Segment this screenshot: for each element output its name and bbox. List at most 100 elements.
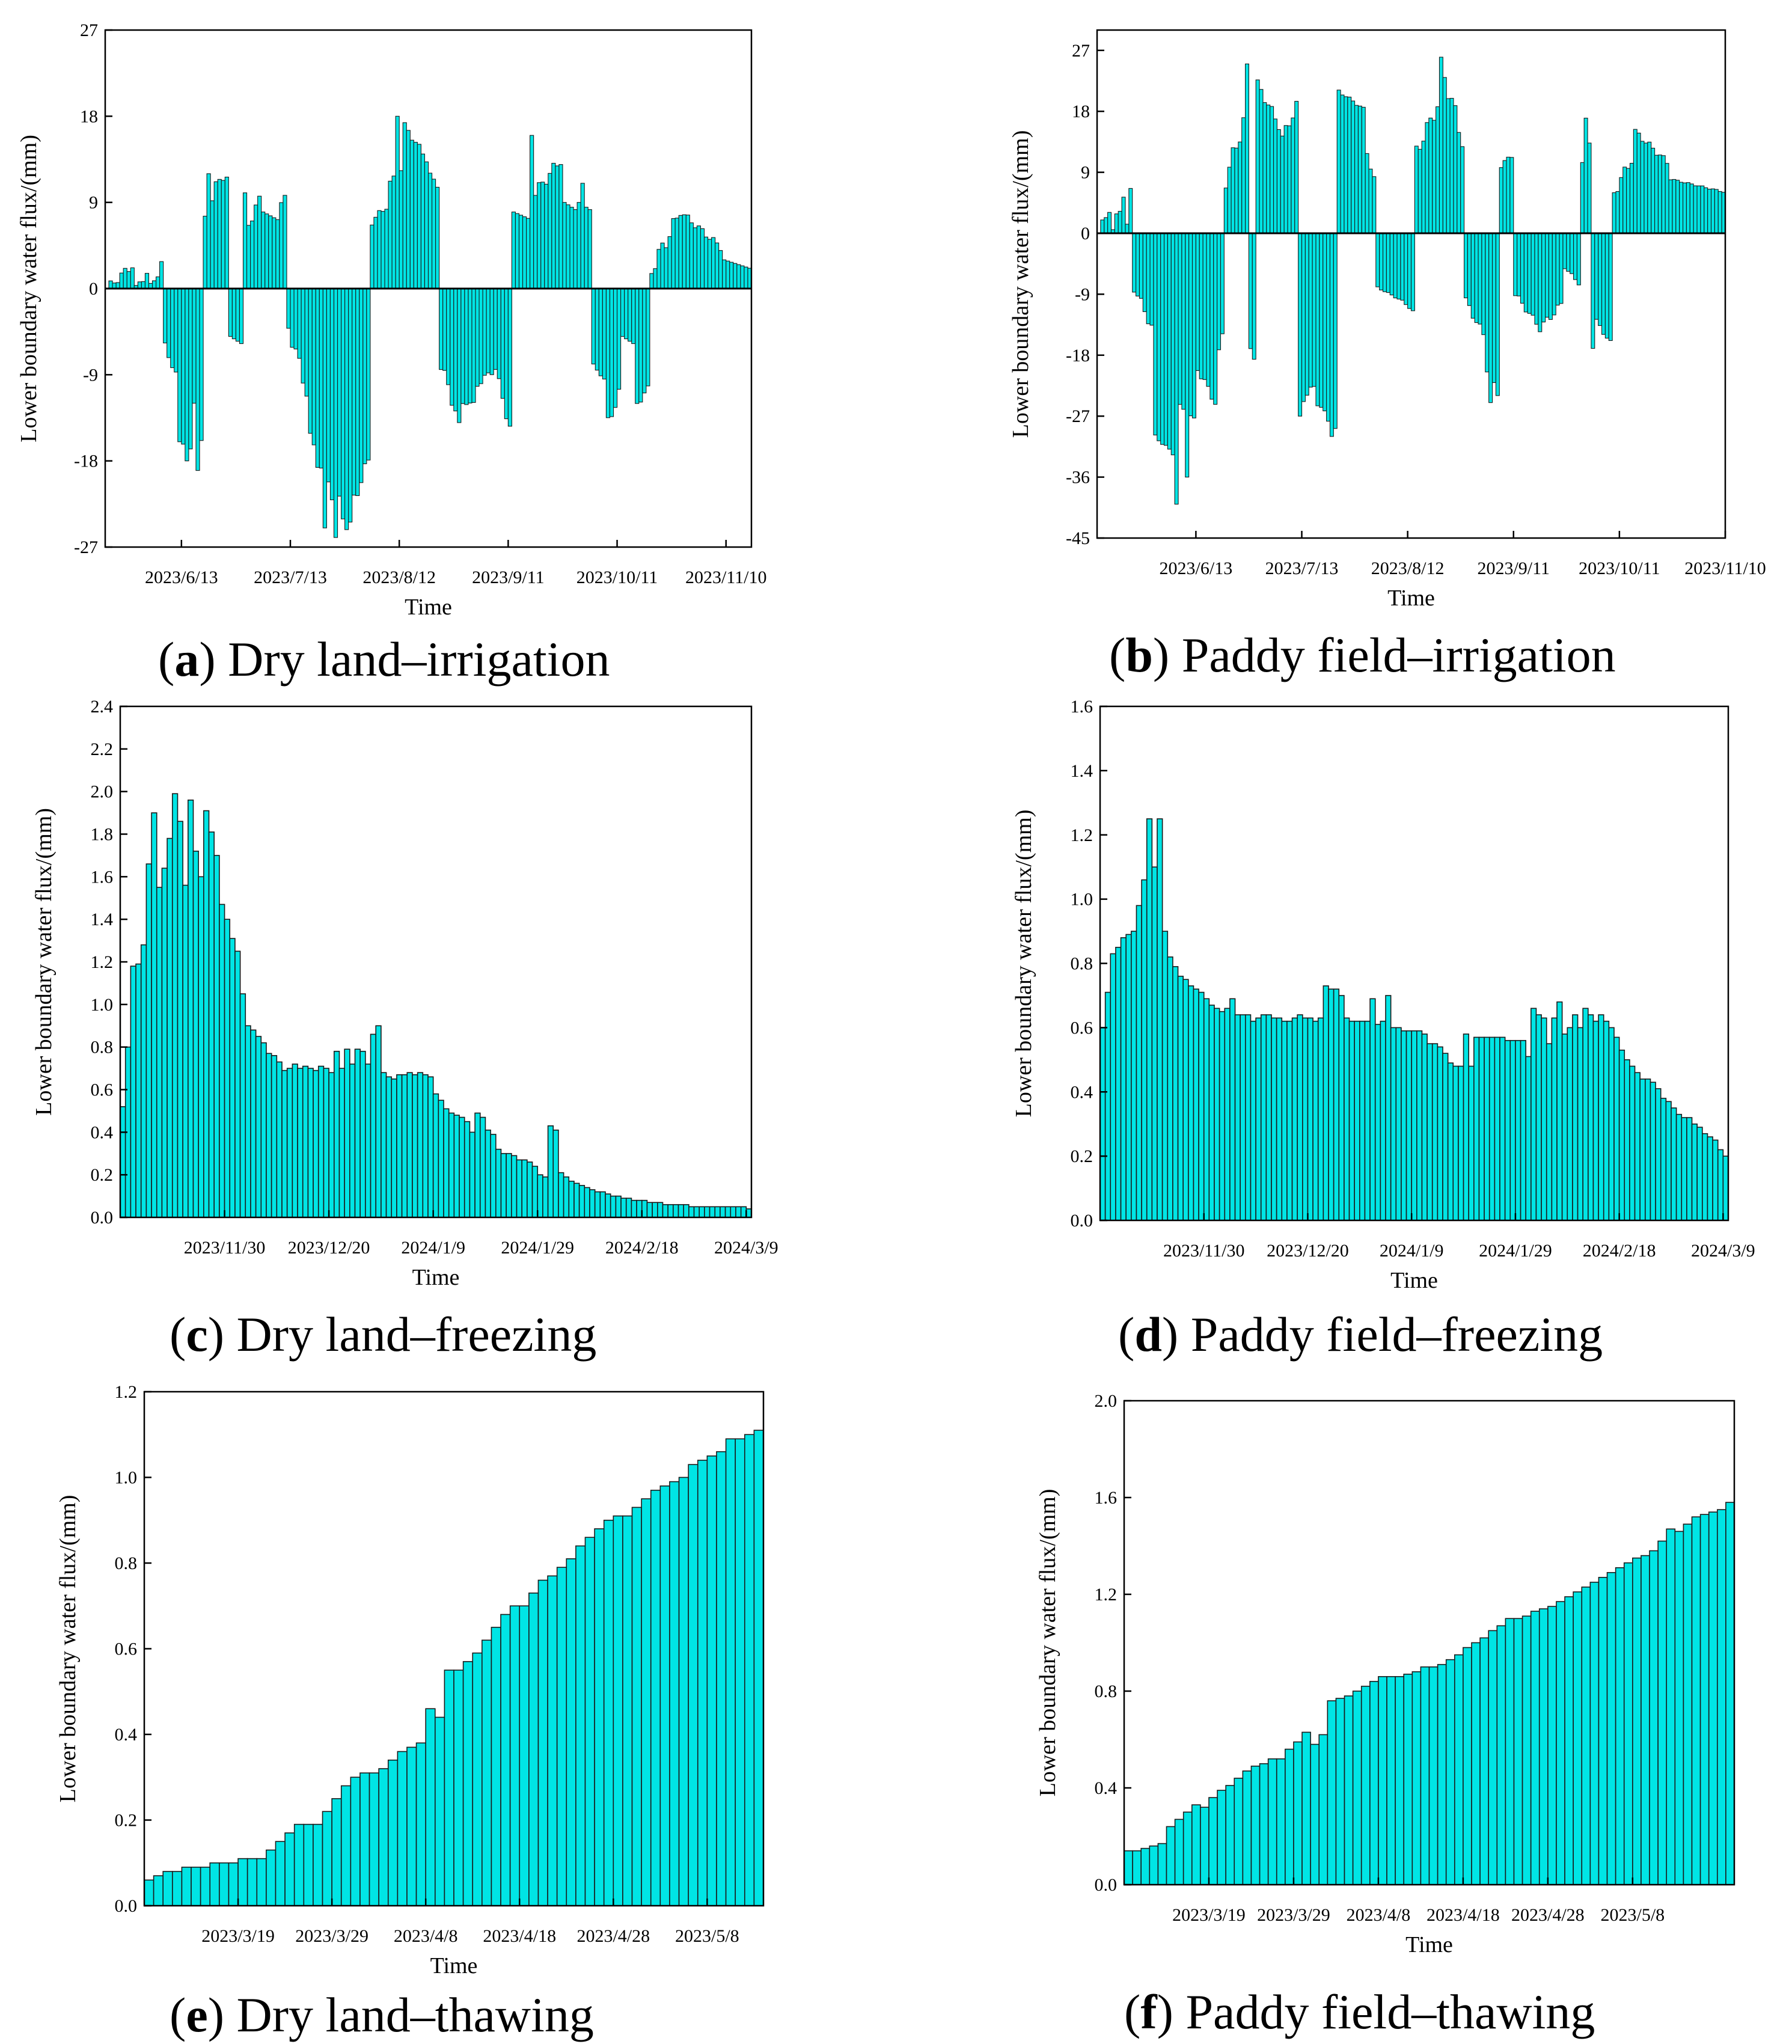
bar: [1120, 937, 1127, 1221]
bar: [528, 1593, 539, 1906]
bar: [1298, 233, 1303, 417]
x-tick-label: 2023/12/20: [1267, 1241, 1349, 1261]
y-tick-label: 0.2: [1071, 1146, 1093, 1166]
bar: [1229, 998, 1236, 1221]
bar: [1485, 233, 1490, 373]
bar: [1594, 233, 1599, 320]
bar: [1552, 233, 1556, 316]
bar: [1509, 157, 1514, 234]
bar: [500, 288, 505, 399]
bar: [1470, 233, 1475, 319]
bar: [385, 1076, 393, 1218]
bar: [1338, 995, 1345, 1221]
bar: [1312, 233, 1316, 387]
bar: [1437, 1046, 1443, 1221]
plot-frame-b: [1096, 29, 1726, 539]
bar: [688, 1464, 699, 1906]
bar: [279, 202, 284, 289]
bar: [391, 1078, 397, 1218]
bar: [1708, 1511, 1718, 1885]
bar: [208, 831, 215, 1218]
bar: [1238, 141, 1243, 234]
bar: [489, 288, 494, 375]
bar: [482, 1639, 492, 1906]
bar: [293, 1823, 305, 1906]
bar: [1442, 77, 1447, 234]
bar: [1344, 96, 1348, 234]
bar: [1104, 217, 1109, 234]
bar: [578, 1185, 586, 1218]
bar: [589, 1189, 596, 1218]
bar: [580, 183, 585, 289]
bar: [1577, 1027, 1583, 1221]
bar: [1231, 147, 1235, 234]
bar: [161, 867, 168, 1218]
bar: [1167, 956, 1173, 1221]
bar: [729, 262, 734, 289]
bar: [1378, 1676, 1387, 1885]
x-tick-label: 2023/4/8: [394, 1926, 458, 1946]
bar: [688, 1206, 695, 1218]
bar: [1329, 233, 1334, 437]
bar: [1541, 233, 1546, 323]
bar: [714, 1206, 721, 1218]
bar: [420, 153, 426, 289]
x-tick-label: 2023/4/28: [576, 1926, 650, 1946]
bar: [1318, 1734, 1329, 1885]
bar: [620, 1198, 627, 1218]
bar: [1315, 233, 1320, 406]
bar: [1660, 1098, 1667, 1221]
bar: [1213, 233, 1218, 405]
bar: [1666, 1528, 1676, 1885]
bar: [388, 180, 393, 289]
bar: [1386, 1676, 1396, 1885]
y-tick-label: 0.6: [115, 1639, 138, 1659]
bar: [563, 1176, 570, 1218]
bar: [311, 288, 316, 445]
bar: [1136, 233, 1140, 297]
bar: [155, 276, 161, 289]
bar: [1473, 1036, 1480, 1221]
bar: [1110, 953, 1116, 1221]
bar: [1255, 1017, 1262, 1221]
bar: [203, 810, 210, 1218]
caption-f-text: Paddy field–thawing: [1173, 1984, 1595, 2039]
bar: [495, 1148, 502, 1218]
bar: [1372, 176, 1377, 234]
x-tick-label: 2023/11/30: [1163, 1241, 1245, 1261]
bar: [598, 288, 603, 376]
bar: [1181, 233, 1186, 410]
bar: [1458, 1065, 1464, 1221]
bar: [135, 963, 142, 1218]
bar: [156, 887, 163, 1218]
bar: [725, 1438, 736, 1906]
bar: [1674, 1531, 1684, 1885]
bar: [355, 288, 360, 497]
bar: [1276, 1758, 1286, 1885]
bar: [1538, 1608, 1549, 1885]
bar: [1686, 1117, 1693, 1221]
y-tick-label: 0.8: [91, 1038, 114, 1057]
bar: [415, 1742, 426, 1906]
bar: [438, 1100, 444, 1218]
bar: [1538, 233, 1543, 332]
bar: [1369, 998, 1376, 1221]
bar: [1623, 1562, 1633, 1885]
bar: [1696, 1127, 1703, 1221]
bar: [119, 272, 124, 289]
bar: [689, 222, 694, 289]
bar: [1525, 1056, 1532, 1221]
y-tick-label: -18: [1066, 346, 1090, 366]
bar: [544, 183, 549, 289]
bar: [636, 1199, 643, 1218]
bar: [354, 1048, 361, 1218]
x-tick-label: 2024/1/9: [401, 1238, 465, 1258]
bar: [1208, 1005, 1215, 1221]
bar: [1431, 1043, 1439, 1221]
bar: [381, 1072, 387, 1218]
bar: [1668, 179, 1673, 234]
bar: [555, 165, 560, 289]
caption-d-letter: d: [1134, 1307, 1162, 1362]
bar: [401, 1074, 408, 1218]
bar: [130, 267, 135, 289]
